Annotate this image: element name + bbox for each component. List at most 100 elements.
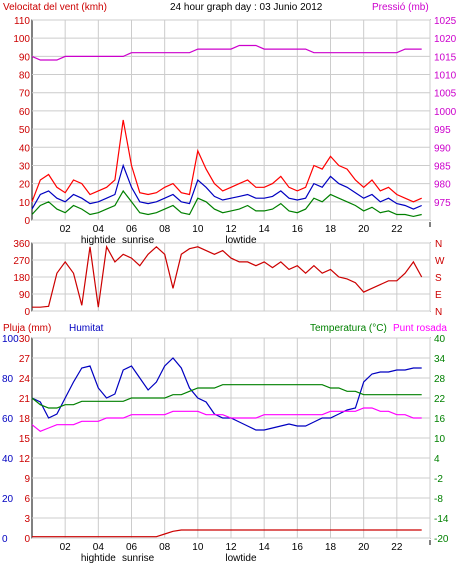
y2-tick-label: 40 — [434, 334, 446, 345]
y2-tick-label: 990 — [434, 143, 451, 154]
y-tick-label: 270 — [13, 256, 30, 267]
wind-gust-line — [31, 119, 422, 203]
x-tick-label: 06 — [126, 542, 138, 553]
x-tick-label: 20 — [358, 542, 370, 553]
y2-tick-label: -8 — [434, 494, 443, 505]
direction-label: E — [435, 290, 442, 301]
y-tick-label: 100 — [13, 34, 30, 45]
direction-label: S — [435, 273, 442, 284]
x-tick-label: 10 — [192, 542, 204, 553]
x-tick-label: 22 — [391, 542, 403, 553]
x-tick-label: 08 — [159, 542, 171, 553]
x-tick-label: 18 — [325, 542, 337, 553]
pressure-line — [31, 44, 422, 61]
x-tick-label: 04 — [93, 224, 105, 235]
x-tick-label: 14 — [259, 224, 271, 235]
x-tick-label: 16 — [292, 542, 304, 553]
y2-tick-label: 985 — [434, 161, 451, 172]
humidity-label: Humitat — [69, 323, 104, 334]
y2-tick-label: 22 — [434, 394, 446, 405]
y2-tick-label: 1005 — [434, 89, 457, 100]
x-tick-label: 08 — [159, 224, 171, 235]
y2-tick-label: 975 — [434, 198, 451, 209]
y2-tick-label: -20 — [434, 534, 449, 545]
y2-tick-label: 980 — [434, 180, 451, 191]
x-tick-label: 02 — [60, 542, 72, 553]
tide-label: sunrise — [122, 235, 155, 246]
x-tick-label: 06 — [126, 224, 138, 235]
y-tick-label: 24 — [19, 374, 31, 385]
x-tick-label: 12 — [225, 224, 237, 235]
y2-tick-label: 28 — [434, 374, 446, 385]
y-tick-label: 0 — [24, 216, 30, 227]
y2-tick-label: 34 — [434, 354, 446, 365]
direction-label: N — [435, 307, 442, 318]
y-tick-label: 40 — [19, 143, 31, 154]
humidity-line — [31, 357, 422, 431]
y-tick-label: 27 — [19, 354, 31, 365]
y-tick-label: 3 — [24, 514, 30, 525]
x-tick-label: 16 — [292, 224, 304, 235]
y-tick-label: 20 — [19, 180, 31, 191]
y-tick-label: 15 — [19, 434, 31, 445]
y2-tick-label: -14 — [434, 514, 449, 525]
direction-label: W — [435, 256, 445, 267]
y-tick-label: 21 — [19, 394, 31, 405]
dewpoint-line — [31, 407, 422, 432]
y2-tick-label: 16 — [434, 414, 446, 425]
x-tick-label: 14 — [259, 542, 271, 553]
y2-tick-label: -2 — [434, 474, 443, 485]
y-tick-label: 180 — [13, 273, 30, 284]
y-tick-label: 80 — [19, 71, 31, 82]
y-tick-label: 0 — [24, 534, 30, 545]
temperature-line — [31, 384, 422, 409]
y-tick-label: 6 — [24, 494, 30, 505]
y2-tick-label: 1015 — [434, 52, 457, 63]
y-tick-label: 90 — [19, 290, 31, 301]
y-tick-label: 0 — [24, 307, 30, 318]
y2-tick-label: 10 — [434, 434, 446, 445]
humidity-tick-label: 20 — [2, 494, 14, 505]
y-tick-label: 60 — [19, 107, 31, 118]
y2-tick-label: 1000 — [434, 107, 457, 118]
wind-min-line — [31, 189, 422, 218]
x-tick-label: 10 — [192, 224, 204, 235]
tide-label: hightide — [81, 553, 116, 564]
wind-direction-line — [32, 244, 423, 308]
x-tick-label: 22 — [391, 224, 403, 235]
y-tick-label: 70 — [19, 89, 31, 100]
temperature-label: Temperatura (°C) — [310, 323, 387, 334]
y2-tick-label: 1020 — [434, 34, 457, 45]
y-tick-label: 110 — [14, 16, 30, 27]
y-tick-label: 360 — [13, 239, 30, 250]
humidity-tick-label: 40 — [2, 454, 14, 465]
rain-line — [32, 529, 422, 538]
x-tick-label: 02 — [60, 224, 72, 235]
humidity-tick-label: 100 — [2, 334, 19, 345]
dewpoint-label: Punt rosada — [393, 323, 447, 334]
tide-label: lowtide — [225, 235, 257, 246]
y2-tick-label: 1025 — [434, 16, 457, 27]
x-tick-label: 12 — [225, 542, 237, 553]
graph-day-title: 24 hour graph day : 03 Junio 2012 — [170, 2, 323, 13]
y-tick-label: 9 — [24, 474, 30, 485]
y-tick-label: 18 — [19, 414, 31, 425]
y-tick-label: 30 — [19, 161, 31, 172]
y-tick-label: 50 — [19, 125, 31, 136]
pressure-title: Pressió (mb) — [372, 2, 429, 13]
y-tick-label: 30 — [19, 334, 31, 345]
tide-label: sunrise — [122, 553, 155, 564]
y2-tick-label: 4 — [434, 454, 440, 465]
series-layer — [31, 44, 423, 538]
rain-label: Pluja (mm) — [3, 323, 51, 334]
humidity-tick-label: 80 — [2, 374, 14, 385]
x-tick-label: 20 — [358, 224, 370, 235]
tide-label: hightide — [81, 235, 116, 246]
humidity-tick-label: 0 — [2, 534, 8, 545]
tide-label: lowtide — [225, 553, 257, 564]
y-tick-label: 12 — [19, 454, 31, 465]
x-tick-label: 18 — [325, 224, 337, 235]
y-tick-label: 90 — [19, 52, 31, 63]
